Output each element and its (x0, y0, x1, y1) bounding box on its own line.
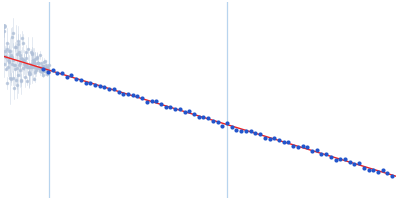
Point (210, 119, 216, 123)
Point (389, 175, 395, 178)
Point (266, 138, 273, 141)
Point (200, 115, 207, 118)
Point (346, 161, 353, 164)
Point (177, 108, 183, 111)
Point (351, 162, 358, 165)
Point (224, 122, 230, 125)
Point (153, 99, 160, 103)
Point (167, 105, 174, 109)
Point (87, 81, 94, 85)
Point (196, 115, 202, 119)
Point (182, 110, 188, 113)
Point (73, 78, 80, 81)
Point (248, 129, 254, 132)
Point (106, 87, 112, 90)
Point (238, 130, 244, 133)
Point (116, 90, 122, 94)
Point (134, 94, 141, 97)
Point (299, 145, 306, 148)
Point (59, 72, 65, 75)
Point (172, 108, 178, 111)
Point (68, 74, 75, 77)
Point (332, 158, 339, 161)
Point (304, 145, 310, 148)
Point (130, 93, 136, 97)
Point (148, 99, 155, 103)
Point (92, 83, 98, 86)
Point (328, 155, 334, 158)
Point (96, 84, 103, 88)
Point (186, 110, 192, 113)
Point (342, 158, 348, 161)
Point (120, 93, 126, 96)
Point (380, 169, 386, 172)
Point (370, 169, 376, 172)
Point (375, 171, 381, 174)
Point (111, 87, 117, 90)
Point (314, 148, 320, 151)
Point (318, 153, 324, 156)
Point (162, 105, 169, 108)
Point (64, 76, 70, 79)
Point (191, 112, 197, 115)
Point (309, 149, 315, 152)
Point (323, 153, 329, 156)
Point (384, 172, 390, 175)
Point (101, 85, 108, 88)
Point (285, 140, 292, 143)
Point (365, 168, 372, 171)
Point (290, 144, 296, 148)
Point (50, 68, 56, 71)
Point (262, 136, 268, 139)
Point (214, 121, 221, 124)
Point (45, 71, 51, 74)
Point (252, 132, 258, 135)
Point (125, 93, 131, 96)
Point (360, 166, 367, 170)
Point (205, 116, 212, 119)
Point (356, 162, 362, 165)
Point (158, 103, 164, 106)
Point (228, 125, 235, 128)
Point (294, 145, 301, 148)
Point (337, 157, 344, 160)
Point (233, 129, 240, 132)
Point (276, 138, 282, 141)
Point (78, 78, 84, 82)
Point (257, 132, 263, 136)
Point (144, 101, 150, 104)
Point (139, 96, 146, 99)
Point (219, 125, 226, 128)
Point (271, 136, 278, 139)
Point (243, 129, 249, 132)
Point (82, 82, 89, 85)
Point (40, 67, 46, 70)
Point (54, 71, 60, 74)
Point (280, 140, 287, 144)
